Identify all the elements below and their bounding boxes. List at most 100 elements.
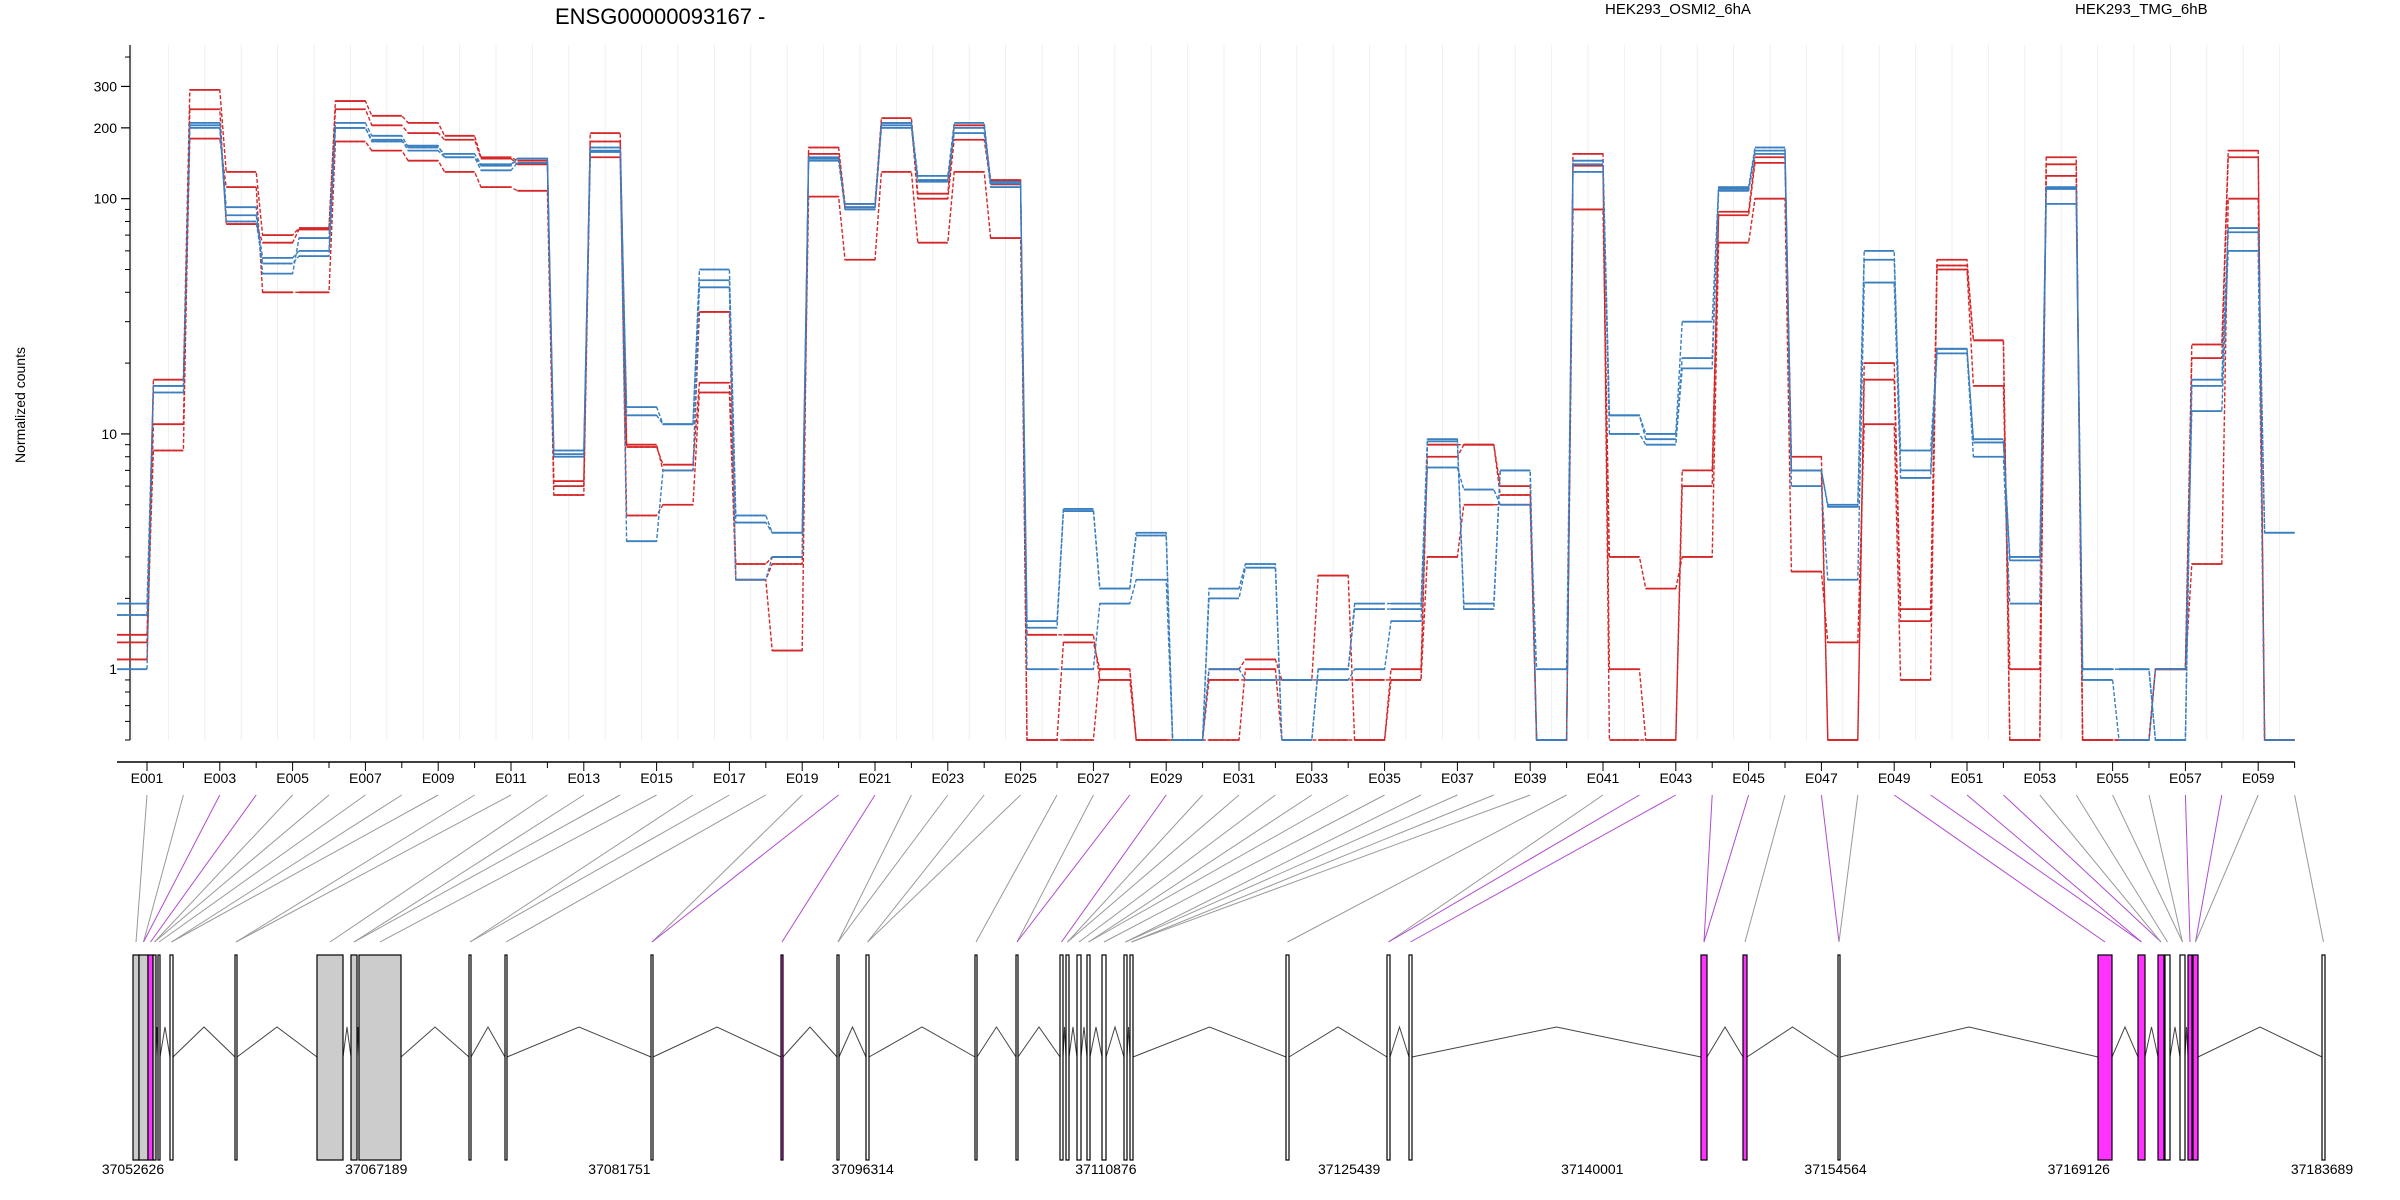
series-connector-path: [117, 137, 2295, 741]
genomic-tick-label: 37081751: [588, 1161, 651, 1177]
connector-E031: [1067, 794, 1240, 943]
genomic-tick-label: 37052626: [102, 1161, 165, 1177]
intron-line: [2111, 1025, 2139, 1058]
intron-line: [2144, 1026, 2159, 1058]
genomic-tick-label: 37183689: [2291, 1161, 2354, 1177]
exon-block: [2164, 954, 2171, 1161]
y-axis: 1 10 100 200 300: [94, 45, 131, 741]
series-connector-path: [117, 122, 2295, 741]
x-tick-label-E059: E059: [2242, 770, 2275, 786]
connector-E034: [1088, 794, 1349, 943]
exon-block: [2179, 954, 2186, 1161]
series-lines: [117, 88, 2295, 741]
connector-E012: [329, 794, 548, 943]
exon-block: [2187, 954, 2193, 1161]
connector-E003: [143, 794, 221, 943]
x-tick-label-E029: E029: [1150, 770, 1183, 786]
exon-block: [2321, 954, 2326, 1161]
connector-E033: [1088, 794, 1313, 943]
exon-block: [504, 954, 508, 1161]
series-tmg-3: [117, 121, 2295, 741]
connector-E023: [837, 794, 949, 943]
x-tick-label-E047: E047: [1805, 770, 1838, 786]
connector-E011: [235, 794, 512, 943]
x-tick-label-E021: E021: [859, 770, 892, 786]
connector-E029: [1061, 794, 1167, 943]
connector-E046: [1744, 794, 1786, 943]
x-tick-label-E009: E009: [422, 770, 455, 786]
connector-E006: [154, 794, 330, 943]
x-tick-label-E017: E017: [713, 770, 746, 786]
exon-block: [1059, 954, 1064, 1161]
exon-block: [138, 954, 149, 1161]
genomic-tick-label: 37169126: [2048, 1161, 2111, 1177]
exon-block: [1285, 954, 1290, 1161]
exon-block: [316, 954, 344, 1161]
chart-title: ENSG00000093167 -: [555, 4, 765, 29]
exon-block: [2192, 954, 2199, 1161]
y-tick-label: 100: [94, 191, 118, 207]
connector-E002: [143, 794, 184, 943]
exon-block: [836, 954, 840, 1161]
connector-E020: [651, 794, 839, 943]
x-tick-label-E035: E035: [1368, 770, 1401, 786]
connector-E040: [1287, 794, 1567, 943]
exon-block: [1742, 954, 1748, 1161]
exon-block: [1015, 954, 1019, 1161]
connector-E025: [867, 794, 1021, 943]
connector-E045: [1703, 794, 1750, 943]
x-tick-label-E005: E005: [276, 770, 309, 786]
x-tick-label-E025: E025: [1004, 770, 1037, 786]
genomic-tick-label: 37067189: [345, 1161, 408, 1177]
connector-E053: [2039, 794, 2162, 943]
x-tick-label-E011: E011: [495, 770, 527, 786]
connector-E022: [837, 794, 912, 943]
intron-line: [1288, 1026, 1388, 1058]
intron-line: [172, 1026, 236, 1058]
connector-E027: [1016, 794, 1094, 943]
connector-E047: [1820, 794, 1840, 943]
y-tick-label: 200: [94, 120, 118, 136]
x-tick-label-E023: E023: [931, 770, 964, 786]
intron-line: [782, 1026, 838, 1058]
intron-line: [868, 1026, 976, 1058]
connector-E001: [135, 794, 148, 943]
gene-model: [132, 954, 2326, 1161]
intron-line: [470, 1025, 506, 1058]
exon-block: [358, 954, 402, 1161]
genomic-tick-label: 37125439: [1318, 1161, 1381, 1177]
connector-E024: [867, 794, 985, 943]
genomic-tick-label: 37154564: [1804, 1161, 1867, 1177]
connector-E017: [469, 794, 730, 943]
connector-E007: [158, 794, 366, 943]
exon-block: [132, 954, 140, 1161]
intron-line: [1068, 1026, 1078, 1058]
x-tick-label-E001: E001: [131, 770, 164, 786]
exon-block: [1123, 954, 1128, 1161]
exon-block: [157, 954, 161, 1161]
legend-entry-osmi2: HEK293_OSMI2_6hA: [1605, 1, 1751, 18]
connector-E013: [353, 794, 585, 943]
intron-line: [400, 1026, 470, 1058]
connector-E054: [2075, 794, 2168, 943]
y-tick-label: 300: [94, 78, 118, 94]
intron-line: [1017, 1026, 1061, 1058]
connector-E044: [1703, 794, 1713, 943]
exon-block: [1386, 954, 1391, 1161]
connector-E037: [1125, 794, 1458, 943]
connector-E056: [2148, 794, 2183, 943]
intron-line: [506, 1026, 652, 1058]
connector-E016: [469, 794, 694, 943]
x-tick-label-E037: E037: [1441, 770, 1474, 786]
genomic-coordinate-axis: 37052626 37067189 37081751 37096314 37110876…: [102, 1161, 2354, 1177]
connector-E026: [975, 794, 1058, 943]
connector-E051: [1966, 794, 2142, 943]
x-tick-label-E019: E019: [786, 770, 819, 786]
connector-E035: [1103, 794, 1385, 943]
exon-block: [1700, 954, 1708, 1161]
exon-block: [974, 954, 978, 1161]
intron-line: [236, 1026, 318, 1058]
connector-E021: [781, 794, 876, 943]
x-tick-label-E031: E031: [1223, 770, 1256, 786]
intron-line: [1706, 1026, 1744, 1058]
